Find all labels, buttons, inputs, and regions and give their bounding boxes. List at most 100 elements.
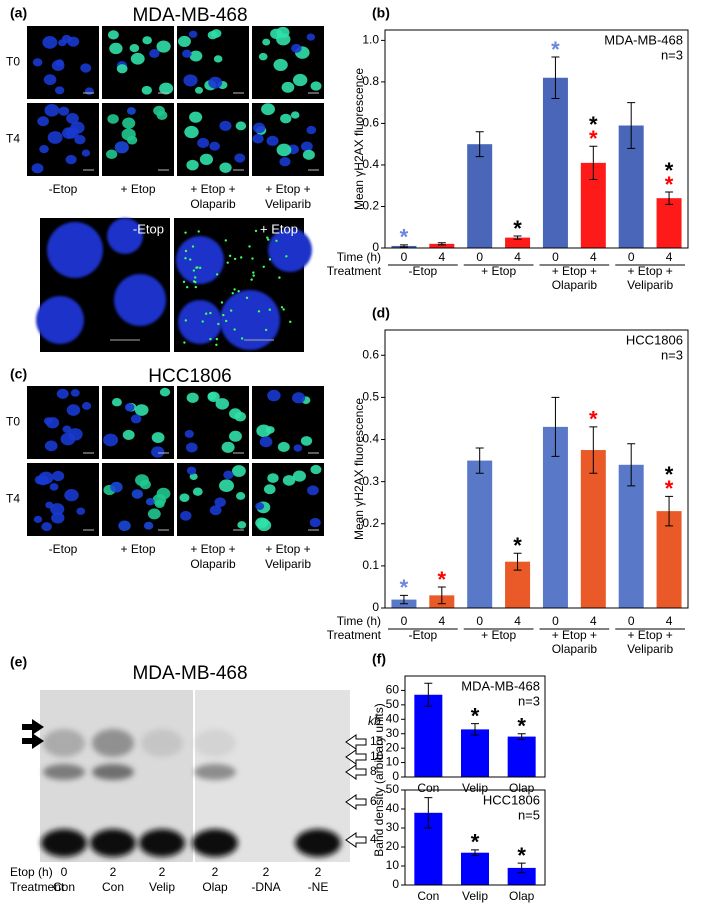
nucleus xyxy=(292,73,308,87)
nucleus xyxy=(209,141,220,151)
foci xyxy=(198,266,202,270)
lane-etop: 0 xyxy=(61,865,68,879)
group-text: Olaparib xyxy=(552,278,598,292)
chart-subtitle: n=3 xyxy=(518,693,540,708)
panel-label: (a) xyxy=(10,5,27,21)
nucleus xyxy=(300,141,313,152)
x-tick-label: 4 xyxy=(514,250,521,264)
group-text: -Etop xyxy=(409,628,438,642)
lane-treatment: Con xyxy=(53,880,75,894)
group-text: + Etop + xyxy=(552,628,597,642)
nucleus xyxy=(189,473,198,481)
y-tick-label: 20 xyxy=(386,740,400,754)
x-tick-label: 0 xyxy=(628,614,635,628)
y-tick-label: 50 xyxy=(386,782,400,796)
error-bar xyxy=(475,447,484,474)
y-tick-label: 30 xyxy=(386,820,400,834)
nucleus xyxy=(215,398,230,410)
y-tick-label: 20 xyxy=(386,839,400,853)
nucleus xyxy=(130,414,142,424)
y-tick-label: 0.6 xyxy=(362,347,379,361)
nucleus xyxy=(67,36,80,47)
foci xyxy=(192,269,196,272)
nucleus xyxy=(32,58,43,67)
open-arrow xyxy=(345,764,367,780)
size-label: 6 xyxy=(370,794,377,808)
nucleus xyxy=(236,492,246,500)
x-tick-label: 4 xyxy=(438,614,445,628)
y-tick-label: 0 xyxy=(372,600,379,614)
error-bar xyxy=(424,797,433,829)
nucleus xyxy=(106,149,118,159)
significance-star: * xyxy=(551,37,560,62)
foci xyxy=(209,337,212,341)
x-tick-label: 4 xyxy=(666,614,673,628)
foci xyxy=(252,274,255,277)
x-tick-label: 4 xyxy=(590,614,597,628)
nucleus xyxy=(50,503,65,516)
y-tick-label: 40 xyxy=(386,711,400,725)
error-bar xyxy=(471,723,479,736)
foci xyxy=(228,254,232,258)
nucleus xyxy=(70,389,80,397)
foci xyxy=(217,322,220,326)
nucleus xyxy=(159,387,171,397)
nucleus xyxy=(52,470,65,482)
column-label: + Etop xyxy=(120,542,155,556)
nucleus xyxy=(307,485,319,496)
chart-title: MDA-MB-468 xyxy=(604,32,683,47)
gel-band xyxy=(192,829,238,857)
bar xyxy=(467,144,493,248)
nucleus xyxy=(31,163,44,174)
nucleus xyxy=(37,475,49,486)
nucleus xyxy=(122,429,135,440)
x-tick-label: 0 xyxy=(552,614,559,628)
row-label: T0 xyxy=(6,415,20,429)
significance-star: * xyxy=(589,112,598,137)
nucleus xyxy=(66,112,79,124)
nucleus xyxy=(229,408,242,419)
foci xyxy=(285,255,288,258)
nucleus xyxy=(176,236,224,284)
nucleus xyxy=(54,86,65,95)
error-bar xyxy=(517,733,526,740)
x-tick-label: 0 xyxy=(401,250,408,264)
nucleus xyxy=(114,274,166,326)
nucleus xyxy=(213,55,223,63)
nucleus xyxy=(151,432,165,444)
nucleus xyxy=(184,429,194,438)
lane-treatment: Velip xyxy=(149,880,175,894)
column-label: Veliparib xyxy=(265,557,311,571)
size-label: 8 xyxy=(370,764,377,778)
nucleus xyxy=(178,300,222,344)
nucleus xyxy=(252,133,264,144)
x-tick-label: Velip xyxy=(462,889,488,903)
error-bar xyxy=(551,56,560,100)
nucleus xyxy=(310,81,322,91)
nucleus xyxy=(223,470,234,480)
column-label: + Etop + xyxy=(265,542,310,556)
lane-etop: 2 xyxy=(110,865,117,879)
y-tick-label: 40 xyxy=(386,801,400,815)
panel-label: (d) xyxy=(372,305,390,321)
foci xyxy=(233,328,236,331)
nucleus xyxy=(47,222,103,278)
bar xyxy=(461,729,489,777)
error-bar xyxy=(437,242,446,246)
group-label: Treatment xyxy=(327,264,382,278)
nucleus xyxy=(255,502,265,510)
chart-title: MDA-MB-468 xyxy=(461,678,540,693)
nucleus xyxy=(139,479,151,490)
open-arrow xyxy=(345,749,367,765)
plot-frame xyxy=(384,329,689,609)
nucleus xyxy=(300,436,313,446)
nucleus xyxy=(291,43,302,53)
nucleus xyxy=(267,473,279,483)
significance-star: * xyxy=(513,533,522,558)
nucleus xyxy=(49,483,59,491)
nucleus xyxy=(279,156,291,167)
x-tick-label: 0 xyxy=(476,250,483,264)
error-bar xyxy=(589,426,598,474)
group-text: + Etop + xyxy=(627,264,672,278)
foci xyxy=(251,257,254,260)
